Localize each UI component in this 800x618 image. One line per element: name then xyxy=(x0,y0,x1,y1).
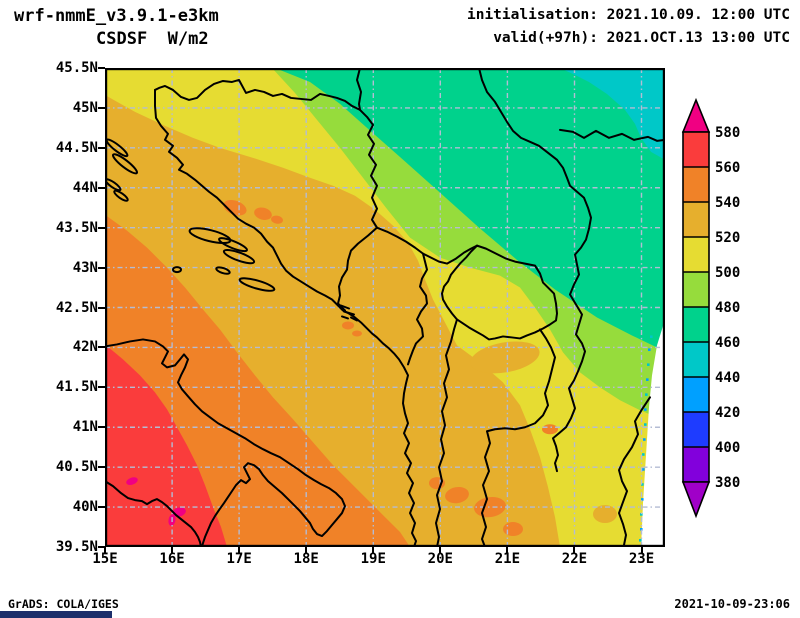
lat-tick-label: 43.5N xyxy=(55,219,98,236)
colorbar-tick-label: 540 xyxy=(715,195,740,211)
band-440-460 xyxy=(560,68,665,160)
lon-tick-mark xyxy=(439,547,442,554)
lat-tick-mark xyxy=(98,546,105,548)
colorbar-tick-label: 560 xyxy=(715,160,740,176)
lon-tick-label: 23E xyxy=(628,551,655,567)
lat-tick-mark xyxy=(98,106,105,109)
lon-tick-mark xyxy=(506,547,509,554)
colorbar: 580 560 540 520 500 480 460 440 420 400 380 xyxy=(681,97,791,524)
lat-tick-label: 44N xyxy=(72,179,98,196)
lon-tick-mark xyxy=(372,547,375,554)
lon-tick-mark xyxy=(640,547,643,554)
lon-tick-mark xyxy=(238,547,241,554)
lat-tick-mark xyxy=(98,346,105,349)
initialisation-line: initialisation: 2021.10.09. 12:00 UTC xyxy=(466,7,790,23)
colorbar-canvas: 580 560 540 520 500 480 460 440 420 400 380 xyxy=(681,97,740,519)
map-frame xyxy=(105,68,665,547)
lat-tick-mark xyxy=(98,266,105,269)
grads-credit: GrADS: COLA/IGES xyxy=(8,597,119,611)
lon-tick-label: 18E xyxy=(293,551,319,567)
colorbar-tick-label: 380 xyxy=(715,475,740,491)
lat-tick-label: 39.5N xyxy=(55,539,98,555)
colorbar-arrow-top xyxy=(681,97,711,133)
lat-tick-mark xyxy=(98,506,105,509)
lon-tick-mark xyxy=(573,547,576,554)
lat-tick-mark xyxy=(98,386,105,389)
lat-tick-label: 45N xyxy=(72,99,98,116)
lat-tick-label: 41.5N xyxy=(55,379,98,396)
lat-tick-label: 40N xyxy=(72,499,98,516)
lon-tick-label: 16E xyxy=(159,551,185,567)
lon-tick-label: 19E xyxy=(360,551,386,567)
colorbar-tick-label: 520 xyxy=(715,230,740,246)
lat-tick-mark xyxy=(98,466,105,469)
coastlines-and-borders xyxy=(105,68,665,547)
lat-tick-mark xyxy=(98,226,105,229)
lat-tick-label: 43N xyxy=(72,259,98,276)
colorbar-arrow-bottom xyxy=(681,481,711,519)
lon-tick-label: 17E xyxy=(226,551,252,567)
lat-tick-mark xyxy=(98,186,105,189)
lon-tick-label: 20E xyxy=(427,551,453,567)
lat-tick-label: 44.5N xyxy=(55,139,98,156)
colorbar-tick-label: 460 xyxy=(715,335,740,351)
lon-tick-label: 22E xyxy=(561,551,588,567)
lat-tick-mark xyxy=(98,67,105,69)
lat-tick-label: 42N xyxy=(72,339,98,356)
colorbar-tick-label: 500 xyxy=(715,265,740,281)
forecast-map xyxy=(105,68,665,547)
colorbar-tick-label: 420 xyxy=(715,405,740,421)
lat-tick-label: 42.5N xyxy=(55,299,98,316)
variable-title: CSDSF W/m2 xyxy=(96,29,209,49)
creation-timestamp: 2021-10-09-23:06 xyxy=(674,597,790,611)
band-560-580 xyxy=(105,344,227,547)
lon-tick-mark xyxy=(305,547,308,554)
colorbar-tick-label: 440 xyxy=(715,370,740,386)
lat-tick-mark xyxy=(98,306,105,309)
lat-tick-mark xyxy=(98,426,105,429)
colorbar-tick-label: 580 xyxy=(715,125,740,141)
bottom-navy-bar xyxy=(0,611,112,618)
lon-tick-mark xyxy=(171,547,174,554)
no-data-strip xyxy=(639,319,665,547)
colorbar-tick-label: 400 xyxy=(715,440,740,456)
lon-tick-label: 21E xyxy=(494,551,521,567)
lon-tick-mark xyxy=(104,547,106,554)
lat-tick-label: 41N xyxy=(72,419,98,436)
model-title: wrf-nmmE_v3.9.1-e3km xyxy=(14,6,219,26)
valid-line: valid(+97h): 2021.OCT.13 13:00 UTC xyxy=(493,30,790,46)
lat-tick-label: 40.5N xyxy=(55,459,98,476)
lon-tick-label: 15E xyxy=(92,551,118,567)
lat-tick-label: 45.5N xyxy=(55,60,98,76)
map-canvas xyxy=(105,68,665,547)
colorbar-tick-label: 480 xyxy=(715,300,740,316)
lat-tick-mark xyxy=(98,146,105,149)
